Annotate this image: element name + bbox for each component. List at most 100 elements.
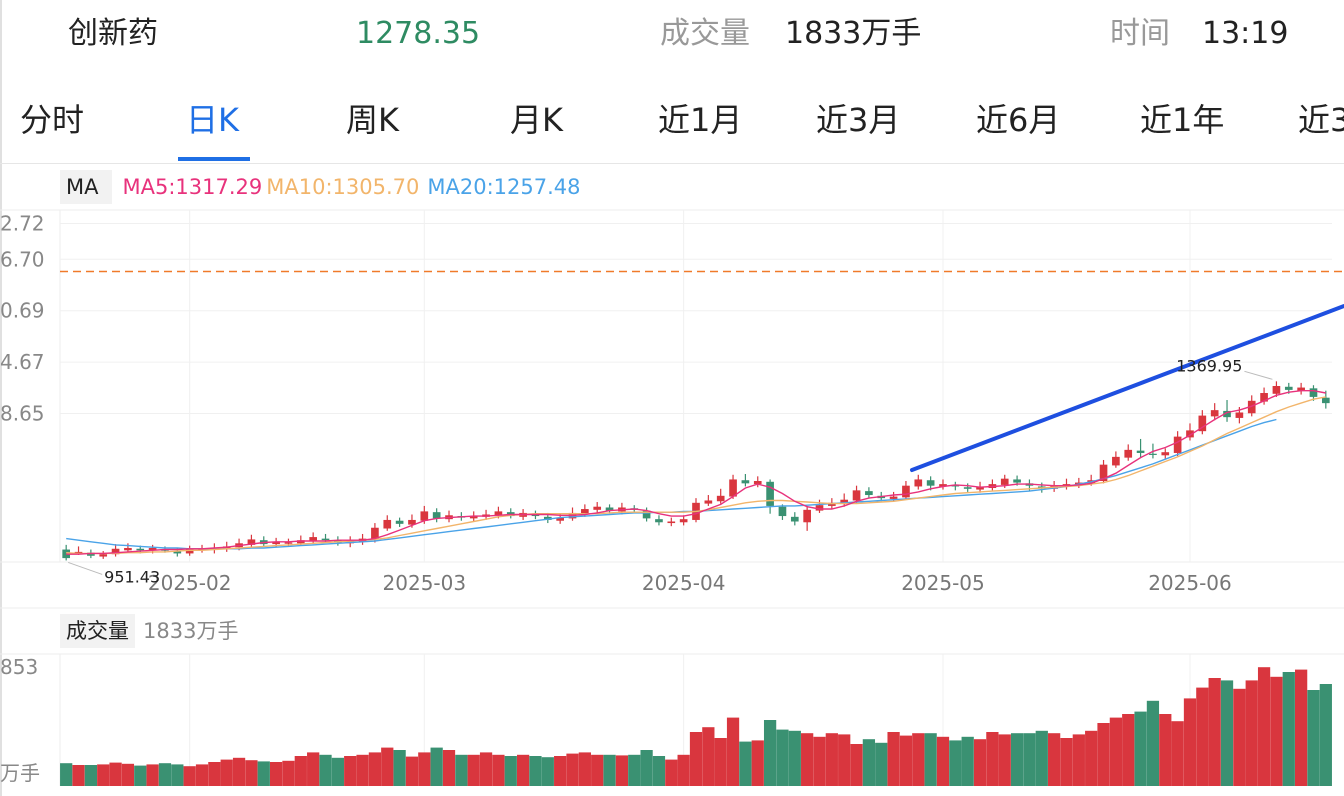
candle-body xyxy=(963,487,972,489)
volume-bar xyxy=(171,764,184,786)
volume-bar xyxy=(381,747,394,786)
volume-bar xyxy=(1282,672,1295,786)
candle-body xyxy=(1112,456,1120,466)
candle-body xyxy=(716,495,725,502)
candle-body xyxy=(87,552,95,556)
volume-bar xyxy=(430,747,443,786)
candle-body xyxy=(914,479,923,487)
volume-legend: 成交量 1833万手 xyxy=(60,614,238,648)
volume-bar xyxy=(936,736,950,786)
ma-legend-tag[interactable]: MA xyxy=(60,170,113,204)
volume-bar xyxy=(714,738,727,786)
candle-body xyxy=(593,506,602,510)
volume-bar xyxy=(912,733,925,786)
price-tick-label: 0.69 xyxy=(0,299,45,323)
volume-bar xyxy=(1196,687,1209,786)
volume-bar xyxy=(702,727,715,786)
time-label: 时间 xyxy=(1110,16,1170,51)
candle-body xyxy=(642,510,651,519)
candle-body xyxy=(62,549,71,559)
volume-bar xyxy=(121,763,135,786)
candle-body xyxy=(556,517,564,521)
price-tick-label: 8.65 xyxy=(0,402,45,426)
tab-weekly-k[interactable]: 周K xyxy=(346,101,399,139)
tab-3-months[interactable]: 近3月 xyxy=(816,101,901,139)
volume-label: 成交量 xyxy=(660,16,750,51)
price-tick-label: 4.67 xyxy=(0,350,45,374)
max-price-leader xyxy=(1244,370,1273,380)
volume-bar xyxy=(516,754,530,786)
tab-daily-k[interactable]: 日K xyxy=(186,101,239,139)
candle-body xyxy=(124,547,132,551)
volume-bar xyxy=(1072,734,1085,786)
tab-3-years[interactable]: 近3 xyxy=(1298,101,1344,139)
tab-monthly-k[interactable]: 月K xyxy=(510,101,563,139)
volume-bar xyxy=(1257,667,1271,786)
volume-bar xyxy=(97,764,110,786)
candle-body xyxy=(1186,430,1194,438)
tab-1-month[interactable]: 近1月 xyxy=(658,101,743,139)
volume-bar xyxy=(801,733,814,786)
volume-bar xyxy=(961,736,974,786)
candle-body xyxy=(790,516,799,522)
volume-bar xyxy=(924,733,937,786)
ma10-legend: MA10:1305.70 xyxy=(266,175,420,199)
candle-body xyxy=(1210,410,1219,417)
candle-body xyxy=(383,519,392,529)
candle-body xyxy=(173,551,182,554)
volume-bar xyxy=(899,735,913,786)
candle-body xyxy=(111,548,120,555)
candle-body xyxy=(1284,386,1293,390)
candle-body xyxy=(296,540,305,544)
volume-bar xyxy=(356,754,369,786)
candle-body xyxy=(1149,453,1157,455)
volume-bar xyxy=(245,760,258,786)
ma20-legend: MA20:1257.48 xyxy=(427,175,581,199)
volume-bar xyxy=(850,744,863,786)
candle-body xyxy=(581,509,589,514)
candle-body xyxy=(889,496,898,499)
tab-1-year[interactable]: 近1年 xyxy=(1140,101,1225,139)
candle-body xyxy=(1000,478,1009,485)
candle-body xyxy=(655,519,663,523)
window-edge xyxy=(0,0,2,796)
volume-bar xyxy=(1183,698,1197,786)
volume-bar xyxy=(158,763,172,786)
candle-body xyxy=(1223,410,1231,418)
volume-bar xyxy=(418,752,431,786)
volume-bar xyxy=(603,754,616,786)
volume-bar xyxy=(319,754,332,786)
candle-body xyxy=(74,551,83,554)
candle-body xyxy=(1309,388,1318,397)
tabs-divider xyxy=(0,163,1344,164)
volume-bar xyxy=(368,752,382,786)
ma5-line xyxy=(66,390,1326,555)
volume-bar xyxy=(689,732,703,786)
volume-bar xyxy=(578,752,591,786)
candle-body xyxy=(1136,450,1145,453)
candle-body xyxy=(679,519,688,523)
candle-body xyxy=(136,548,145,551)
volume-bar xyxy=(788,730,801,786)
volume-bar xyxy=(541,757,554,786)
candle-body xyxy=(1297,387,1305,391)
volume-bar xyxy=(208,762,221,786)
candle-body xyxy=(741,480,750,484)
candle-body xyxy=(766,481,774,506)
tab-intraday[interactable]: 分时 xyxy=(20,101,85,139)
candle-body xyxy=(198,548,206,551)
volume-bar xyxy=(591,754,604,786)
date-tick-label: 2025-06 xyxy=(1148,571,1232,595)
volume-bar xyxy=(1109,717,1123,786)
candle-body xyxy=(148,547,157,551)
active-tab-indicator xyxy=(178,157,250,161)
candle-body xyxy=(309,537,317,541)
volume-bar xyxy=(1208,678,1221,786)
volume-bar xyxy=(1060,738,1073,786)
candle-body xyxy=(753,481,762,485)
volume-bar xyxy=(442,750,456,786)
candle-body xyxy=(1124,449,1133,458)
tab-6-months[interactable]: 近6月 xyxy=(976,101,1061,139)
volume-legend-tag: 成交量 xyxy=(60,614,135,648)
